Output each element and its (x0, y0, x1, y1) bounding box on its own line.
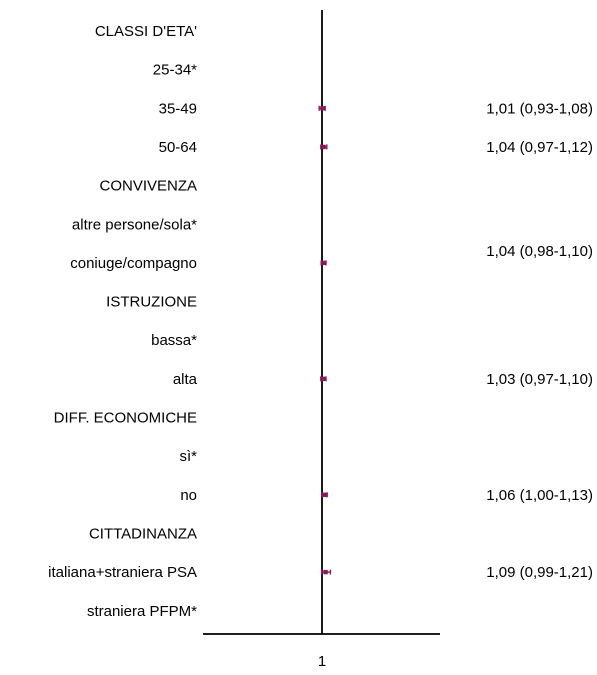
ci-text: 1,06 (1,00-1,13) (486, 487, 593, 504)
point-estimate (321, 376, 326, 382)
row-label: no (180, 487, 197, 504)
estimate-marks (318, 105, 332, 575)
point-estimate (321, 260, 326, 266)
row-label: straniera PFPM* (87, 603, 197, 620)
ci-text: 1,04 (0,97-1,12) (486, 139, 593, 156)
ci-text: 1,01 (0,93-1,08) (486, 100, 593, 117)
point-estimate (323, 569, 328, 575)
row-label: 25-34* (153, 62, 197, 79)
point-estimate (321, 144, 326, 150)
group-header-label: CLASSI D'ETA' (95, 23, 197, 40)
point-estimate (322, 492, 327, 497)
ci-text: 1,03 (0,97-1,10) (486, 371, 593, 388)
row-label: 35-49 (159, 100, 197, 117)
row-label: italiana+straniera PSA (48, 564, 197, 581)
row-label: 50-64 (159, 139, 197, 156)
row-label: alta (173, 371, 198, 388)
row-labels: CLASSI D'ETA' 25-34* 35-49 50-64 CONVIVENZA a… (48, 23, 197, 620)
group-header-label: DIFF. ECONOMICHE (54, 410, 197, 427)
group-header-label: CITTADINANZA (89, 525, 197, 542)
ci-text: 1,04 (0,98-1,10) (486, 243, 593, 260)
row-label: sì* (179, 448, 197, 465)
ci-text-labels: 1,01 (0,93-1,08) 1,04 (0,97-1,12) 1,04 (0,… (486, 100, 593, 581)
ci-text: 1,09 (0,99-1,21) (486, 564, 593, 581)
row-label: altre persone/sola* (72, 216, 197, 233)
point-estimate (320, 106, 325, 111)
group-header-label: ISTRUZIONE (106, 294, 197, 311)
x-tick-label: 1 (318, 653, 326, 670)
group-header-label: CONVIVENZA (99, 178, 197, 195)
row-label: bassa* (151, 332, 197, 349)
row-label: coniuge/compagno (70, 255, 197, 272)
